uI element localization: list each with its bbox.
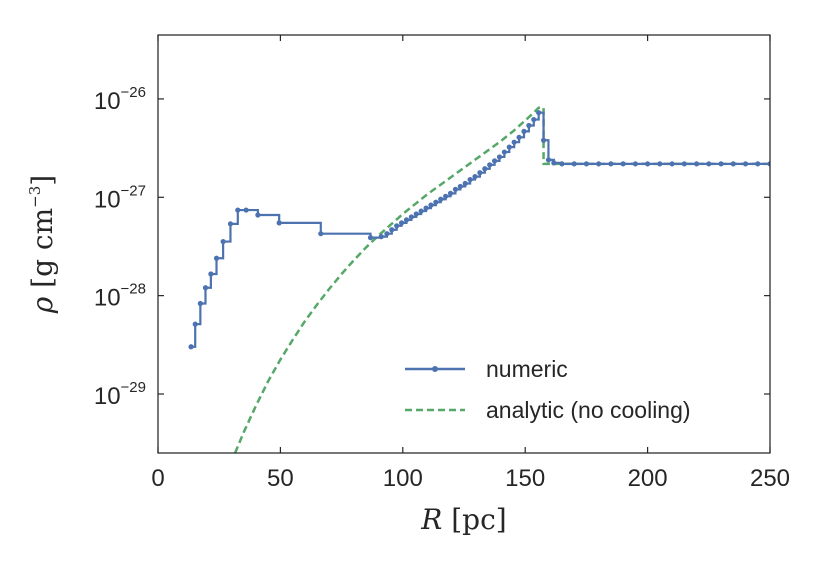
series-numeric-point <box>693 161 700 167</box>
x-tick-label: 50 <box>267 465 294 492</box>
series-numeric-point <box>447 190 454 196</box>
plot-frame <box>157 34 771 454</box>
series-numeric-point <box>492 158 498 164</box>
series-numeric-point <box>608 161 614 167</box>
series-numeric-point <box>620 161 626 167</box>
series-numeric-point <box>531 116 537 123</box>
series-numeric-point <box>227 221 234 227</box>
series-numeric-point <box>536 110 542 116</box>
series-numeric-point <box>378 234 384 240</box>
series-numeric-point <box>706 161 712 167</box>
series-numeric-point <box>551 160 557 166</box>
series-numeric-point <box>208 271 214 277</box>
series-numeric-point <box>235 207 241 213</box>
series-numeric-point <box>559 161 565 167</box>
series-numeric-point <box>423 205 429 211</box>
series-numeric-point <box>467 176 473 183</box>
series-numeric-point <box>526 122 532 129</box>
series-numeric-point <box>457 183 463 190</box>
series-numeric-point <box>755 161 761 167</box>
series-numeric-point <box>742 161 749 167</box>
series-numeric-point <box>462 180 468 187</box>
series-numeric-point <box>398 220 405 226</box>
y-tick-label: 10−26 <box>94 84 146 115</box>
x-axis-label: R [pc] <box>420 503 506 536</box>
series-numeric-point <box>197 300 203 307</box>
series-numeric-point <box>521 128 527 134</box>
series-numeric-point <box>413 211 419 217</box>
series-numeric-point <box>730 161 736 167</box>
series-numeric-point <box>516 134 522 140</box>
series-numeric-point <box>596 161 602 167</box>
series-numeric-point <box>472 174 478 180</box>
series-numeric-point <box>571 161 577 167</box>
series-numeric-point <box>394 223 400 229</box>
series-analytic-line <box>233 106 770 453</box>
series-numeric-point <box>496 154 503 160</box>
legend: numeric analytic (no cooling) <box>405 356 691 423</box>
y-tick-label: 10−27 <box>94 182 146 213</box>
series-numeric-point <box>384 231 390 237</box>
series-numeric-point <box>477 170 483 176</box>
series-numeric-point <box>192 321 198 327</box>
series-numeric-point <box>276 220 282 226</box>
series-numeric-point <box>220 238 226 245</box>
series-numeric-point <box>540 137 547 143</box>
series-numeric-point <box>681 161 687 167</box>
series-numeric-point <box>487 162 493 168</box>
series-numeric-point <box>452 186 459 193</box>
legend-numeric-label: numeric <box>486 356 568 382</box>
series-numeric-point <box>188 344 194 350</box>
series-numeric-point <box>482 166 488 172</box>
series-numeric-point <box>403 217 410 223</box>
series-numeric-point <box>367 235 374 241</box>
series-numeric-point <box>255 212 261 218</box>
series-numeric-point <box>428 202 434 208</box>
series-numeric-point <box>669 161 675 167</box>
series-numeric-point <box>545 157 552 163</box>
series-numeric-point <box>438 196 444 202</box>
x-tick-label: 200 <box>628 465 668 492</box>
series-numeric-point <box>389 227 395 233</box>
series-numeric-point <box>443 193 449 199</box>
x-tick-label: 100 <box>383 465 423 492</box>
series-numeric-point <box>718 161 724 167</box>
series-numeric-point <box>645 161 651 167</box>
series-numeric-point <box>767 161 770 167</box>
legend-analytic-label: analytic (no cooling) <box>486 397 691 423</box>
series-numeric-point <box>632 161 638 167</box>
series-numeric-point <box>433 199 439 205</box>
y-tick-label: 10−28 <box>94 281 146 312</box>
series-numeric-point <box>501 149 507 155</box>
series-numeric-point <box>213 255 220 261</box>
series-numeric-point <box>583 161 590 167</box>
series-numeric-point <box>511 139 517 145</box>
y-tick-label: 10−29 <box>94 379 146 410</box>
series-numeric-point <box>243 207 249 213</box>
series-numeric-point <box>657 161 663 167</box>
legend-numeric-marker <box>432 366 438 372</box>
series-numeric-point <box>506 144 512 150</box>
y-axis-label: ρ [g cm−3] <box>26 175 59 314</box>
series-numeric-point <box>408 214 414 220</box>
x-tick-label: 0 <box>151 465 164 492</box>
x-tick-label: 150 <box>505 465 545 492</box>
series-numeric-point <box>318 231 324 237</box>
series-numeric-point <box>202 285 209 291</box>
series-numeric-point <box>418 208 424 214</box>
x-tick-label: 250 <box>750 465 790 492</box>
